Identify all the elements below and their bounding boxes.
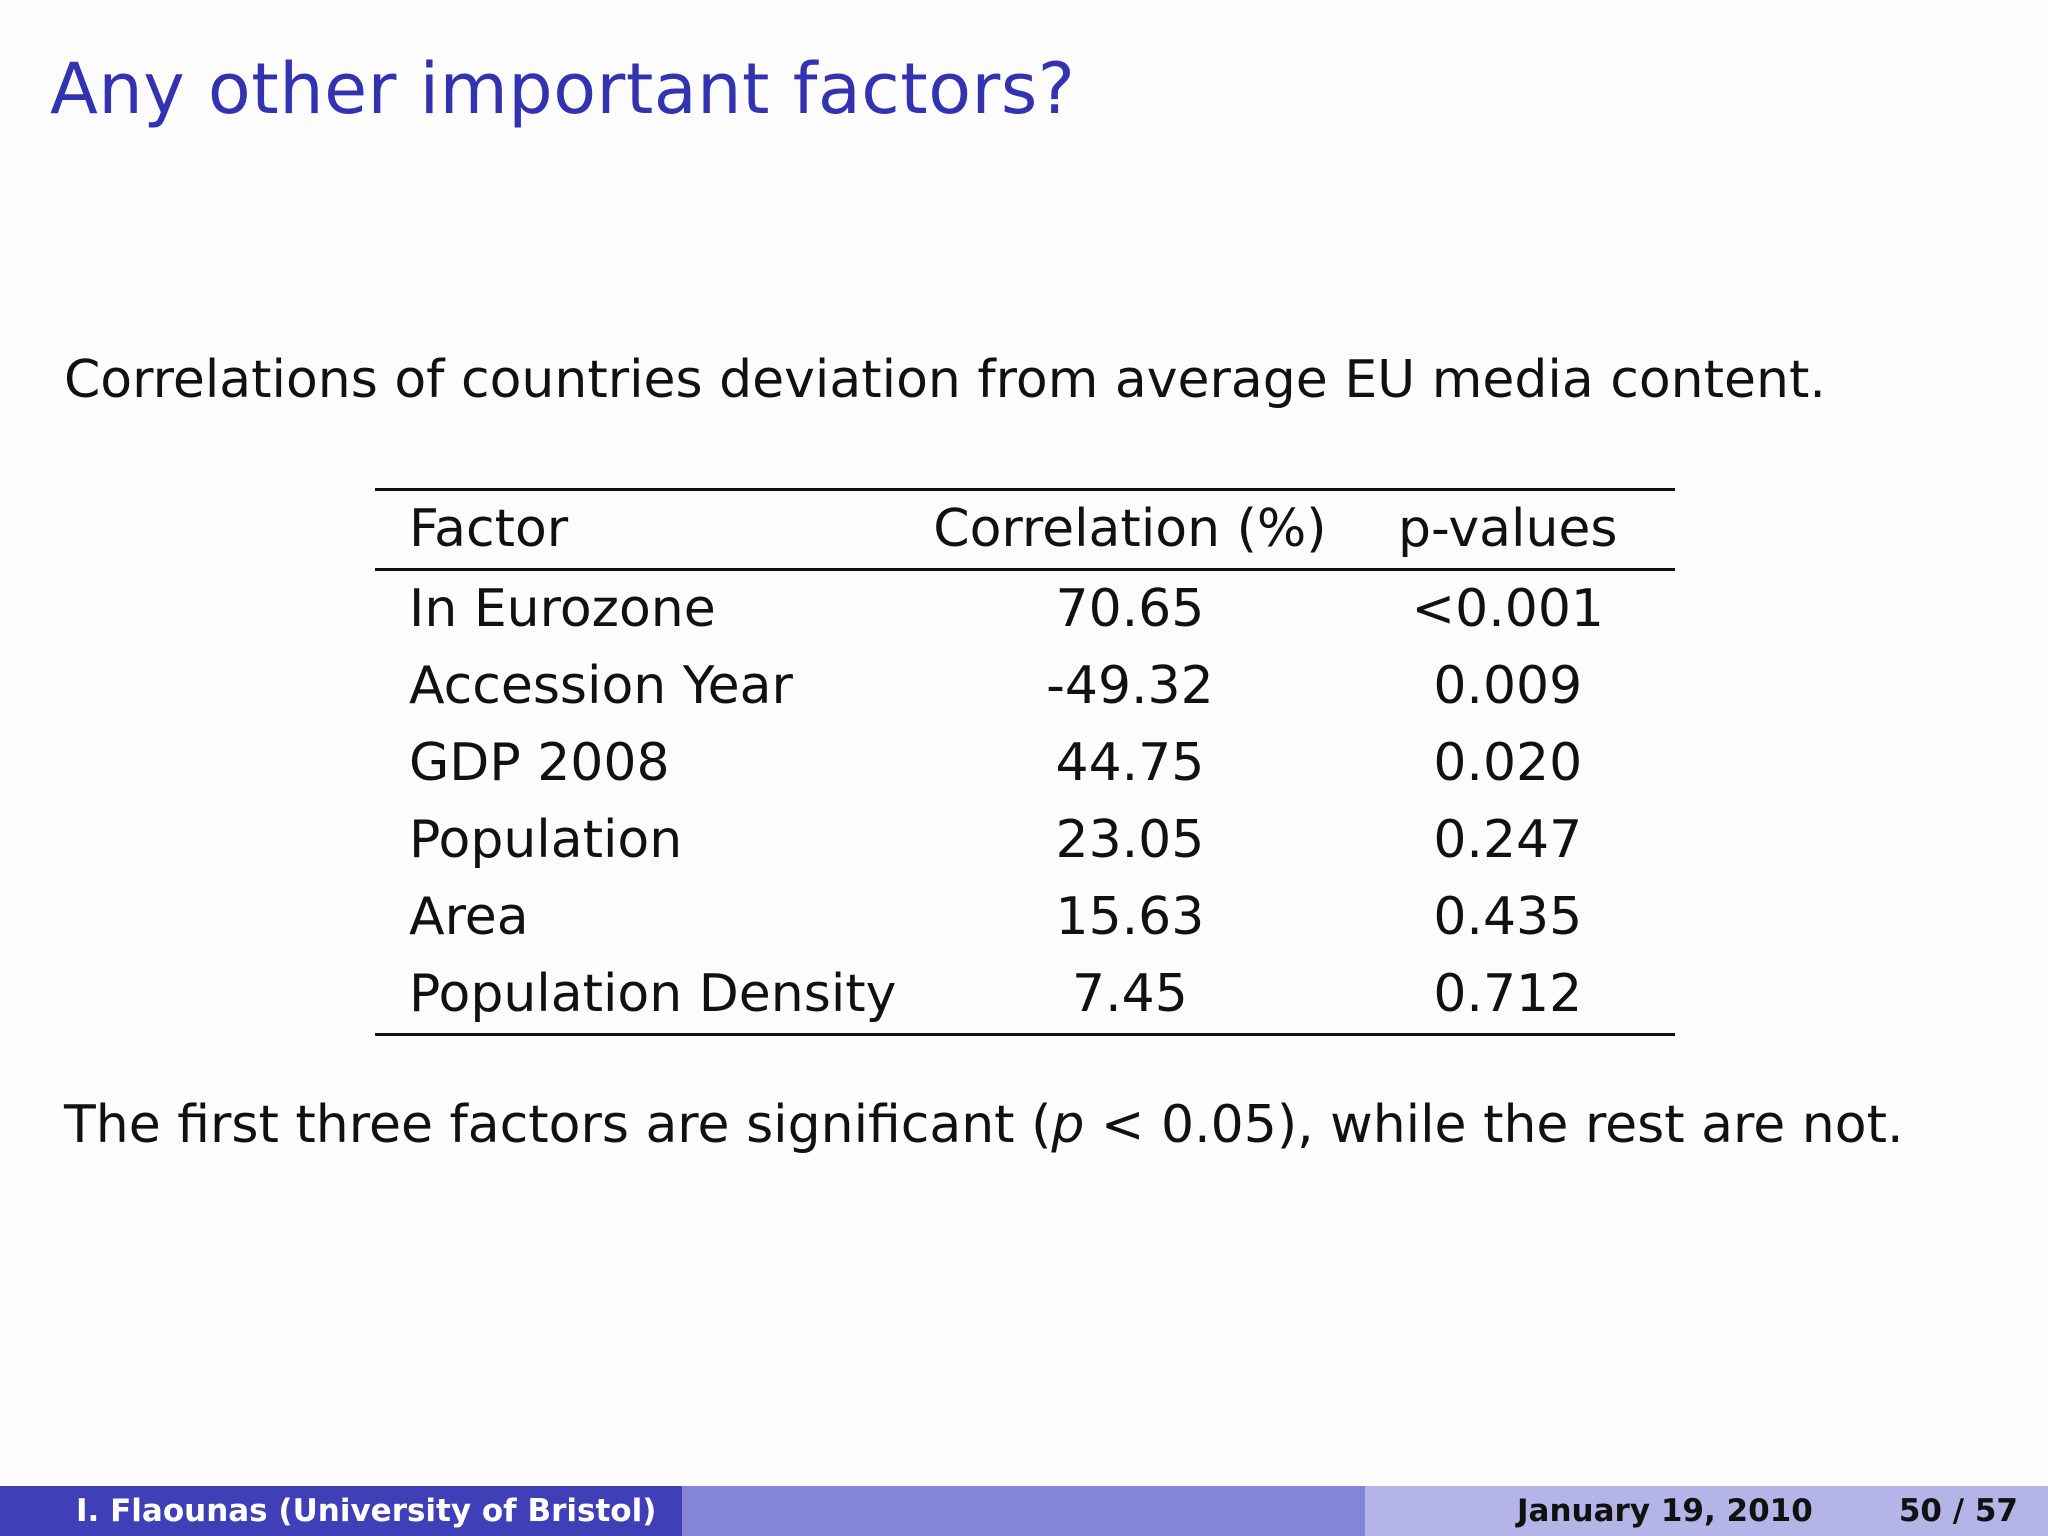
cell-correlation: 44.75 xyxy=(1055,733,1205,793)
header-factor: Factor xyxy=(409,499,569,559)
footer-date: January 19, 2010 xyxy=(1517,1493,1813,1529)
cell-p-value: 0.009 xyxy=(1433,656,1583,716)
table-row: Area 15.63 0.435 xyxy=(375,879,1675,956)
table-row: Population 23.05 0.247 xyxy=(375,802,1675,879)
cell-p-value: 0.712 xyxy=(1433,964,1583,1024)
footer-bar: I. Flaounas (University of Bristol) Janu… xyxy=(0,1486,2048,1536)
table-row: In Eurozone 70.65 <0.001 xyxy=(375,570,1675,649)
correlation-table: Factor Correlation (%) p-values In Euroz… xyxy=(375,488,1675,1036)
cell-factor: In Eurozone xyxy=(409,579,716,639)
correlation-table-wrap: Factor Correlation (%) p-values In Euroz… xyxy=(375,488,1675,1036)
conclusion-suffix: ), while the rest are not. xyxy=(1276,1095,1904,1155)
footer-page-number: 50 / 57 xyxy=(1898,1493,2018,1529)
cell-correlation: -49.32 xyxy=(1046,656,1214,716)
cell-correlation: 70.65 xyxy=(1055,579,1205,639)
header-correlation: Correlation (%) xyxy=(933,499,1327,559)
cell-p-value: 0.020 xyxy=(1433,733,1583,793)
cell-p-value: <0.001 xyxy=(1411,579,1604,639)
cell-p-value: 0.247 xyxy=(1433,810,1583,870)
conclusion-prefix: The first three factors are significant … xyxy=(64,1095,1052,1155)
cell-factor: Population xyxy=(409,810,683,870)
slide-title: Any other important factors? xyxy=(50,48,1076,130)
table-header-row: Factor Correlation (%) p-values xyxy=(375,489,1675,570)
cell-correlation: 23.05 xyxy=(1055,810,1205,870)
cell-correlation: 7.45 xyxy=(1072,964,1188,1024)
cell-factor: Area xyxy=(409,887,529,947)
footer-author: I. Flaounas (University of Bristol) xyxy=(0,1486,682,1536)
cell-p-value: 0.435 xyxy=(1433,887,1583,947)
conclusion-relation: < 0.05 xyxy=(1084,1095,1277,1155)
cell-factor: Population Density xyxy=(409,964,897,1024)
cell-factor: Accession Year xyxy=(409,656,793,716)
table-caption: Correlations of countries deviation from… xyxy=(64,350,1826,410)
table-row: GDP 2008 44.75 0.020 xyxy=(375,725,1675,802)
conclusion-variable: p xyxy=(1051,1095,1085,1155)
footer-middle-band xyxy=(682,1486,1365,1536)
table-row: Population Density 7.45 0.712 xyxy=(375,956,1675,1035)
header-p-values: p-values xyxy=(1398,499,1618,559)
cell-correlation: 15.63 xyxy=(1055,887,1205,947)
cell-factor: GDP 2008 xyxy=(409,733,670,793)
footer-right-band: January 19, 2010 50 / 57 xyxy=(1365,1486,2048,1536)
table-row: Accession Year -49.32 0.009 xyxy=(375,648,1675,725)
conclusion-text: The first three factors are significant … xyxy=(64,1095,1904,1155)
